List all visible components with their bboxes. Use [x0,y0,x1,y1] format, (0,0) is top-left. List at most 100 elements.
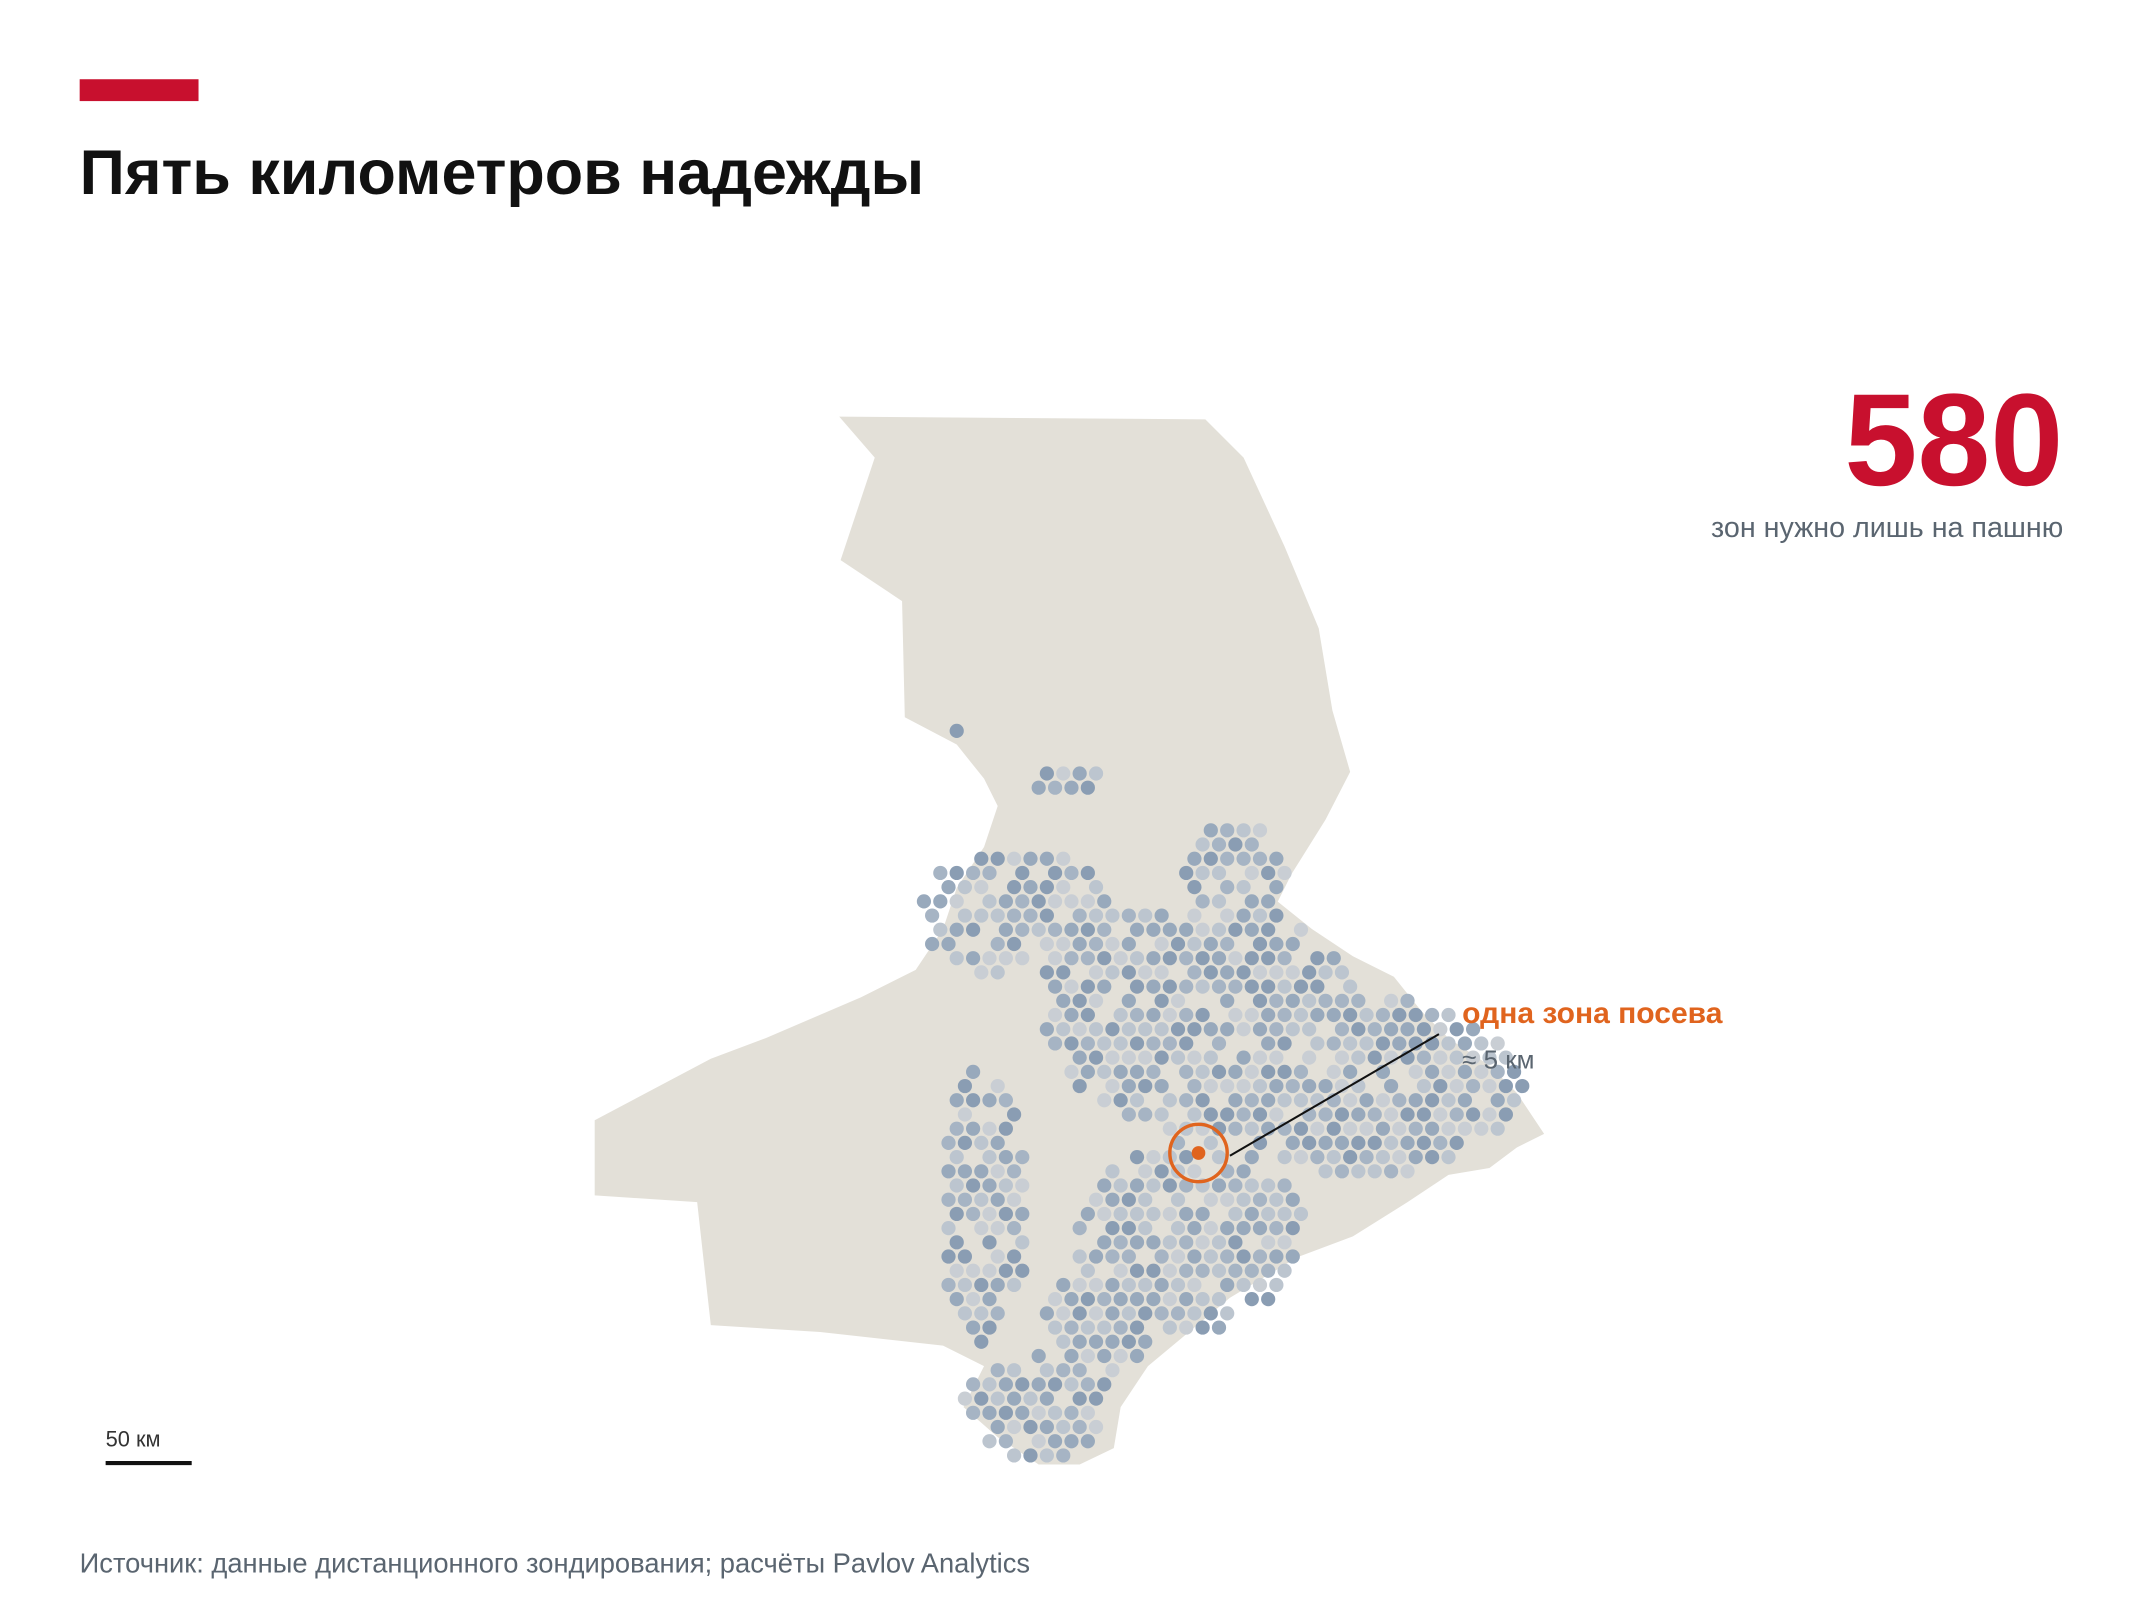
zone-dot [1047,979,1063,994]
zone-dot [966,1405,981,1420]
zone-dot [1162,1263,1177,1278]
zone-dot [1072,1306,1087,1321]
zone-dot [1195,894,1210,909]
zone-dot [1121,1306,1136,1321]
zone-dot [1261,1206,1276,1222]
zone-dot [1261,1036,1276,1051]
zone-dot [1261,894,1276,909]
zone-dot [1244,922,1259,937]
zone-dot [1220,1249,1235,1264]
zone-dot [998,1178,1013,1193]
zone-dot [974,908,989,923]
zone-dot [1006,1107,1022,1122]
zone-dot [1170,1306,1186,1321]
zone-dot [966,1377,981,1392]
zone-dot [1039,880,1054,895]
zone-dot [1220,1277,1235,1293]
zone-dot [1220,936,1235,952]
zone-dot [1400,993,1415,1008]
zone-dot [1064,1292,1079,1307]
zone-dot [1211,1320,1227,1335]
zone-dot [1006,936,1022,952]
zone-dot [1121,1078,1136,1094]
zone-dot [1236,1277,1251,1293]
zone-dot [1318,993,1333,1008]
zone-dot [1310,1121,1325,1136]
zone-dot [949,865,964,881]
zone-dot [1367,1022,1382,1037]
zone-dot [1072,1050,1087,1065]
zone-dot [1277,1149,1292,1165]
zone-dot [1425,1121,1440,1136]
zone-dot [1203,1078,1218,1094]
zone-dot [1302,993,1317,1008]
zone-dot [1326,1007,1341,1023]
zone-dot [1064,1348,1079,1364]
zone-dot [1195,1292,1210,1307]
zone-dot [1064,951,1079,966]
zone-dot [1138,1107,1153,1122]
zone-dot [966,1064,981,1079]
zone-dot [1121,965,1136,980]
zone-dot [1162,951,1177,966]
zone-dot [1039,766,1054,781]
zone-dot [1244,1093,1259,1108]
zone-dot [1088,908,1104,923]
zone-dot [1236,851,1251,866]
zone-dot [1343,1007,1358,1023]
zone-dot [1187,1022,1202,1037]
zone-dot [1039,851,1054,866]
zone-dot [1129,1320,1145,1335]
zone-dot [1211,1235,1227,1250]
zone-dot [1047,780,1063,795]
zone-dot [1277,1263,1292,1278]
zone-dot [1498,1050,1513,1065]
zone-dot [1302,1078,1317,1094]
zone-dot [1047,1007,1063,1023]
zone-dot [1244,837,1259,852]
zone-dot [974,1277,989,1293]
zone-dot [1097,1093,1112,1108]
zone-dot [1138,1164,1153,1179]
zone-dot [1392,1121,1407,1136]
zone-dot [1072,1391,1087,1406]
zone-dot [1425,1149,1440,1165]
zone-dot [1072,1221,1087,1236]
zone-dot [1047,1377,1063,1392]
zone-dot [1187,1050,1202,1065]
zone-dot [1277,1093,1292,1108]
zone-dot [1162,922,1177,937]
zone-dot [1211,951,1227,966]
zone-dot [1006,1448,1022,1463]
zone-dot [1088,1306,1104,1321]
zone-dot [990,1221,1005,1236]
zone-dot [1129,1292,1145,1307]
zone-dot [1064,1377,1079,1392]
zone-dot [1400,1164,1415,1179]
zone-dot [1334,1050,1350,1065]
zone-dot [1220,880,1235,895]
zone-dot [1269,880,1284,895]
zone-dot [1367,1164,1382,1179]
zone-dot [1359,1007,1374,1023]
zone-dot [982,1292,997,1307]
zone-dot [1047,1036,1063,1051]
zone-dots [916,723,1530,1463]
zone-dot [1006,1221,1022,1236]
zone-dot [1047,1320,1063,1335]
zone-dot [1261,979,1276,994]
zone-dot [1080,1405,1095,1420]
zone-dot [1088,1334,1104,1349]
zone-dot [1154,1277,1169,1293]
zone-dot [1465,1022,1481,1037]
zone-dot [1211,1036,1227,1051]
zone-dot [1482,1050,1497,1065]
zone-dot [1162,979,1177,994]
zone-dot [933,922,948,937]
zone-dot [1425,1007,1440,1023]
zone-dot [1244,1263,1259,1278]
zone-dot [1400,1135,1415,1150]
zone-dot [1105,1249,1120,1264]
zone-dot [1343,1149,1358,1165]
zone-dot [1031,1348,1046,1364]
